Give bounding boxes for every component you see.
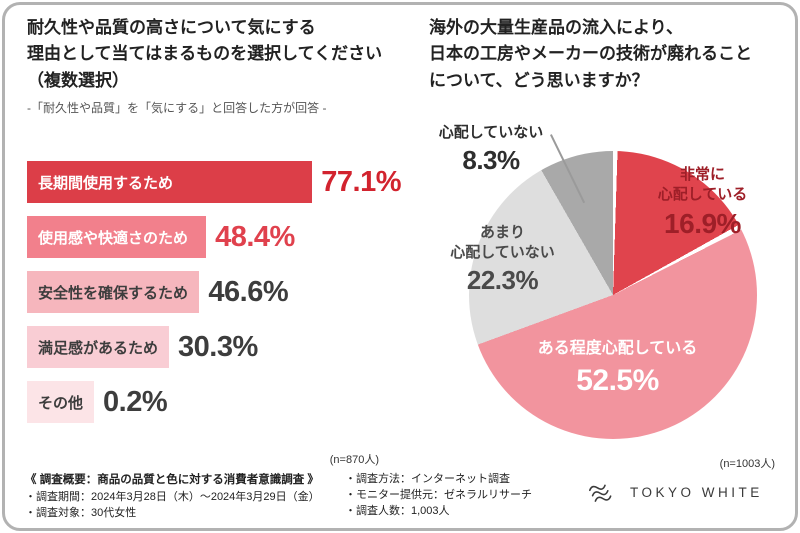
bar-row: 使用感や快適さのため 48.4% — [27, 216, 417, 258]
pie-slice-label: 心配していない — [438, 124, 544, 141]
bar-row: 長期間使用するため 77.1% — [27, 161, 417, 203]
bar: 長期間使用するため — [27, 161, 313, 203]
survey-overview-item: ・モニター提供元：ゼネラルリサーチ — [345, 489, 532, 501]
wave-lines-icon — [588, 484, 612, 502]
bar-chart-subtitle: -「耐久性や品質」を「気にする」と回答した方が回答 - — [27, 101, 327, 115]
survey-overview-item: ・調査対象：30代女性 — [25, 507, 137, 519]
pie-chart-title: 海外の大量生産品の流入により、 日本の工房やメーカーの技術が廃れること について… — [429, 18, 752, 90]
survey-overview-right-list: ・調査方法：インターネット調査 ・モニター提供元：ゼネラルリサーチ ・調査人数：… — [345, 471, 532, 519]
bar-label: 安全性を確保するため — [38, 284, 189, 302]
bar-value: 30.3% — [178, 330, 258, 363]
survey-overview-item: ・調査人数：1,003人 — [345, 505, 450, 517]
bar-label: 満足感があるため — [38, 339, 159, 357]
survey-overview-item: ・調査方法：インターネット調査 — [345, 473, 510, 485]
survey-overview-item: ・調査期間：2024年3月28日（木）〜2024年3月29日（金） — [25, 491, 320, 503]
brand-name: TOKYO WHITE — [630, 484, 763, 500]
bar: その他 — [27, 381, 95, 423]
bar: 安全性を確保するため — [27, 271, 200, 313]
bar-chart-title: 耐久性や品質の高さについて気にする 理由として当てはまるものを選択してください … — [27, 18, 383, 90]
pie-chart — [469, 151, 757, 439]
bar-value: 48.4% — [215, 220, 295, 253]
pie-callout-not-worried: 心配していない 8.3% — [423, 123, 559, 176]
bar: 使用感や快適さのため — [27, 216, 207, 258]
bar-label: 長期間使用するため — [38, 174, 174, 192]
brand-logo: TOKYO WHITE — [587, 479, 763, 505]
bar-value: 0.2% — [103, 385, 168, 418]
bar-chart: 長期間使用するため 77.1% 使用感や快適さのため 48.4% 安全性を確保す… — [27, 161, 417, 436]
survey-overview-left-list: ・調査期間：2024年3月28日（木）〜2024年3月29日（金） ・調査対象：… — [25, 489, 320, 521]
pie-chart-sample-size: (n=1003人) — [719, 458, 775, 470]
bar-chart-sample-size: (n=870人) — [329, 454, 379, 466]
bar-value: 77.1% — [321, 165, 401, 198]
bar-label: その他 — [38, 394, 84, 412]
bar-row: その他 0.2% — [27, 381, 417, 423]
bar-row: 満足感があるため 30.3% — [27, 326, 417, 368]
bar-value: 46.6% — [208, 275, 289, 308]
bar: 満足感があるため — [27, 326, 170, 368]
survey-overview-heading: 《 調査概要：商品の品質と色に対する消費者意識調査 》 — [25, 474, 319, 486]
bar-row: 安全性を確保するため 46.6% — [27, 271, 417, 313]
bar-label: 使用感や快適さのため — [38, 229, 189, 247]
